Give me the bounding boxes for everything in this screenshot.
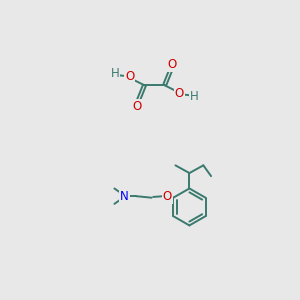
Text: O: O: [167, 58, 176, 71]
Text: O: O: [163, 190, 172, 203]
Text: H: H: [190, 90, 198, 103]
Text: H: H: [111, 67, 119, 80]
Text: O: O: [175, 87, 184, 100]
Text: N: N: [120, 190, 129, 203]
Text: O: O: [133, 100, 142, 112]
Text: O: O: [125, 70, 134, 83]
